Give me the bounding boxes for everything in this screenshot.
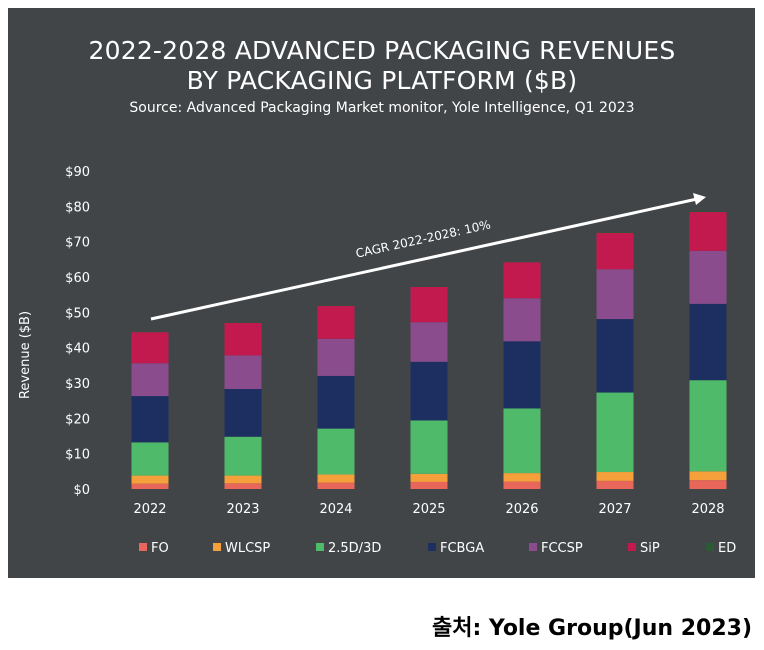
bar-segment-fccsp-2025 [410, 322, 448, 362]
bar-segment-fccsp-2022 [131, 363, 169, 397]
legend-item-ed: ED [706, 541, 736, 556]
x-tick-label: 2025 [412, 502, 445, 517]
bar-segment-fcbga-2024 [317, 375, 355, 429]
legend-item-fccsp: FCCSP [529, 541, 583, 556]
bar-segment-wlcsp-2024 [317, 474, 355, 483]
x-tick-label: 2026 [505, 502, 538, 517]
y-tick-label: $90 [65, 165, 90, 180]
bar-segment-2-5d-3d-2027 [596, 392, 634, 473]
x-tick-label: 2027 [598, 502, 631, 517]
bar-segment-wlcsp-2025 [410, 473, 448, 482]
bar-segment-fcbga-2023 [224, 389, 262, 437]
bar-segment-sip-2022 [131, 332, 169, 364]
legend-label: FCCSP [541, 541, 583, 556]
bar-segment-fcbga-2026 [503, 341, 541, 409]
legend-swatch [316, 543, 324, 551]
y-tick-label: $80 [65, 200, 90, 215]
x-tick-label: 2023 [226, 502, 259, 517]
chart-title-line1: 2022-2028 ADVANCED PACKAGING REVENUES [88, 36, 676, 65]
legend-item-wlcsp: WLCSP [213, 541, 270, 556]
y-tick-label: $10 [65, 448, 90, 463]
legend-swatch [428, 543, 436, 551]
y-tick-label: $20 [65, 412, 90, 427]
legend-item-fcbga: FCBGA [428, 541, 484, 556]
bar-segment-sip-2024 [317, 305, 355, 339]
cagr-label: CAGR 2022-2028: 10% [354, 217, 492, 260]
bar-segment-wlcsp-2027 [596, 472, 634, 481]
bar-segment-fcbga-2028 [689, 303, 727, 381]
bar-segment-fo-2023 [224, 483, 262, 489]
bar-segment-sip-2025 [410, 286, 448, 323]
bar-segment-fo-2028 [689, 480, 727, 489]
y-tick-label: $0 [73, 483, 90, 498]
y-tick-label: $70 [65, 236, 90, 251]
x-tick-label: 2028 [691, 502, 724, 517]
bar-segment-sip-2028 [689, 211, 727, 251]
bar-segment-fcbga-2025 [410, 361, 448, 421]
legend-label: FCBGA [440, 541, 484, 556]
y-axis: $0 $10 $20 $30 $40 $50 $60 $70 $80 $90 [65, 165, 90, 498]
bar-segment-wlcsp-2023 [224, 475, 262, 484]
bar-segment-fo-2024 [317, 482, 355, 489]
bar-segment-fcbga-2022 [131, 396, 169, 443]
legend-swatch [529, 543, 537, 551]
legend-label: FO [151, 541, 169, 556]
legend-item-fo: FO [139, 541, 169, 556]
bar-segment-sip-2027 [596, 232, 634, 270]
legend-swatch [213, 543, 221, 551]
bar-segment-fccsp-2027 [596, 269, 634, 320]
bar-segment-fccsp-2024 [317, 338, 355, 376]
bar-segment-sip-2026 [503, 262, 541, 299]
legend-label: ED [718, 541, 736, 556]
y-tick-label: $40 [65, 342, 90, 357]
y-axis-label: Revenue ($B) [18, 311, 33, 399]
bar-segment-2-5d-3d-2022 [131, 442, 169, 476]
legend-swatch [139, 543, 147, 551]
source-note: 출처: Yole Group(Jun 2023) [431, 616, 752, 641]
legend-swatch [628, 543, 636, 551]
legend-label: 2.5D/3D [328, 541, 381, 556]
y-tick-label: $30 [65, 377, 90, 392]
bar-segment-2-5d-3d-2028 [689, 380, 727, 472]
legend-item-2-5d-3d: 2.5D/3D [316, 541, 381, 556]
bar-segment-sip-2023 [224, 322, 262, 356]
cagr-arrowhead [693, 193, 706, 205]
bar-segment-fccsp-2028 [689, 250, 727, 304]
bar-segment-fo-2026 [503, 481, 541, 489]
x-axis: 2022 2023 2024 2025 2026 2027 2028 [133, 502, 724, 517]
bar-segment-2-5d-3d-2025 [410, 420, 448, 474]
bar-segment-fccsp-2026 [503, 298, 541, 342]
legend-label: WLCSP [225, 541, 270, 556]
cagr-trend-arrow [150, 197, 698, 321]
bar-segment-wlcsp-2028 [689, 471, 727, 481]
bars [131, 211, 727, 489]
y-tick-label: $50 [65, 306, 90, 321]
bar-segment-fo-2025 [410, 481, 448, 489]
legend-swatch [706, 543, 714, 551]
bar-segment-fccsp-2023 [224, 355, 262, 390]
chart-subtitle: Source: Advanced Packaging Market monito… [129, 100, 635, 116]
bar-segment-fo-2022 [131, 483, 169, 489]
legend-label: SiP [640, 541, 660, 556]
bar-segment-fcbga-2027 [596, 319, 634, 393]
bar-segment-wlcsp-2022 [131, 475, 169, 484]
bar-segment-fo-2027 [596, 480, 634, 489]
chart-title-line2: BY PACKAGING PLATFORM ($B) [186, 66, 578, 95]
bar-segment-2-5d-3d-2023 [224, 436, 262, 476]
legend-item-sip: SiP [628, 541, 660, 556]
bar-segment-2-5d-3d-2024 [317, 428, 355, 475]
y-tick-label: $60 [65, 271, 90, 286]
legend: FO WLCSP 2.5D/3D FCBGA FCCSP SiP ED [139, 541, 736, 556]
x-tick-label: 2022 [133, 502, 166, 517]
bar-segment-wlcsp-2026 [503, 473, 541, 482]
bar-segment-ed-2028 [689, 211, 727, 212]
bar-segment-2-5d-3d-2026 [503, 408, 541, 474]
x-tick-label: 2024 [319, 502, 352, 517]
bar-segment-ed-2027 [596, 232, 634, 233]
